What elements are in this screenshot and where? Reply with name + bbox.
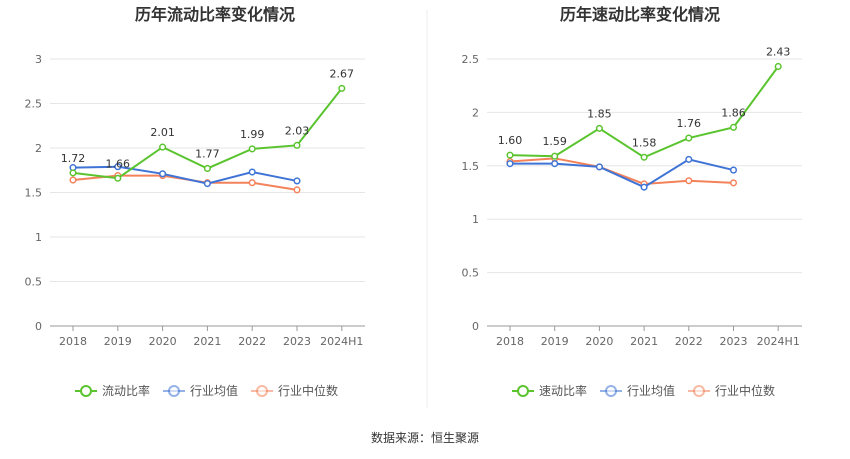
data-point <box>159 170 167 178</box>
y-tick-label: 1 <box>35 231 42 244</box>
legend-marker <box>80 385 92 397</box>
data-label: 2.01 <box>150 126 175 139</box>
data-point <box>338 84 346 92</box>
data-point <box>595 124 603 132</box>
y-tick-label: 1.5 <box>25 187 43 200</box>
legend-marker <box>168 385 180 397</box>
data-label: 1.77 <box>195 147 220 160</box>
data-point <box>685 155 693 163</box>
x-tick-label: 2020 <box>585 335 613 348</box>
x-tick-label: 2021 <box>630 335 658 348</box>
y-tick-label: 3 <box>35 53 42 66</box>
x-tick-label: 2024H1 <box>757 335 800 348</box>
x-tick-label: 2023 <box>720 335 748 348</box>
chart-1: 历年流动比率变化情况 0 0.5 1 1.5 2 2.5 3 2018 2019 2020 2021 2… <box>25 5 365 398</box>
data-label: 2.43 <box>766 45 791 58</box>
data-point <box>640 153 648 161</box>
series-line <box>510 158 734 189</box>
y-tick-label: 0 <box>35 320 42 333</box>
legend-label: 行业中位数 <box>278 383 338 398</box>
legend-label: 行业中位数 <box>715 383 775 398</box>
data-point <box>640 183 648 191</box>
legend-marker <box>517 385 529 397</box>
legend-item[interactable]: 行业中位数 <box>688 383 775 398</box>
x-tick-label: 2020 <box>149 335 177 348</box>
y-tick-label: 0.5 <box>462 267 480 280</box>
data-point <box>729 123 738 131</box>
data-label: 1.85 <box>587 107 612 120</box>
x-tick-label: 2024H1 <box>320 335 363 348</box>
chart-title: 历年速动比率变化情况 <box>560 5 720 24</box>
data-point <box>506 151 514 159</box>
series-line <box>72 165 298 185</box>
legend-item[interactable]: 速动比率 <box>512 383 587 398</box>
data-point <box>685 177 693 185</box>
data-label: 2.03 <box>285 124 310 137</box>
data-label: 1.60 <box>498 134 523 147</box>
data-point <box>551 152 559 160</box>
data-point <box>293 186 301 194</box>
y-tick-label: 0.5 <box>25 276 43 289</box>
x-tick-label: 2019 <box>104 335 132 348</box>
data-point <box>293 141 301 149</box>
y-tick-label: 2 <box>472 106 479 119</box>
x-tick-label: 2022 <box>675 335 703 348</box>
chart-2: 历年速动比率变化情况 0 0.5 1 1.5 2 2.5 2018 2019 2020 2021 20… <box>462 5 802 398</box>
data-point <box>729 166 738 174</box>
legend-item[interactable]: 流动比率 <box>75 383 150 398</box>
legend-marker <box>605 385 617 397</box>
legend-label: 速动比率 <box>539 383 587 398</box>
y-tick-label: 2 <box>35 142 42 155</box>
data-point <box>69 169 77 177</box>
data-label: 1.99 <box>240 128 265 141</box>
legend-label: 行业均值 <box>190 383 238 398</box>
data-label: 1.58 <box>632 136 657 149</box>
data-label: 2.67 <box>330 67 355 80</box>
legend-marker <box>256 385 268 397</box>
legend-marker <box>693 385 705 397</box>
legend-item[interactable]: 行业中位数 <box>251 383 338 398</box>
data-label: 1.66 <box>106 157 131 170</box>
series-line <box>509 157 734 185</box>
x-tick-label: 2018 <box>59 335 87 348</box>
data-point <box>774 62 782 71</box>
data-point <box>114 163 122 171</box>
data-label: 1.59 <box>542 135 567 148</box>
data-label: 1.86 <box>721 106 746 119</box>
x-tick-label: 2023 <box>283 335 311 348</box>
legend-item[interactable]: 行业均值 <box>600 383 675 398</box>
y-tick-label: 1.5 <box>462 160 480 173</box>
data-point <box>248 145 256 153</box>
data-point <box>293 177 301 185</box>
legend-item[interactable]: 行业均值 <box>163 383 238 398</box>
data-point <box>248 179 256 187</box>
y-tick-label: 1 <box>472 213 479 226</box>
y-tick-label: 0 <box>472 320 479 333</box>
x-tick-label: 2021 <box>193 335 221 348</box>
data-point <box>685 134 693 142</box>
legend-label: 流动比率 <box>102 383 150 398</box>
data-point <box>595 163 603 171</box>
x-tick-label: 2019 <box>541 335 569 348</box>
data-label: 1.76 <box>677 117 702 130</box>
x-tick-label: 2018 <box>496 335 524 348</box>
data-point <box>114 174 122 182</box>
data-label: 1.72 <box>61 152 86 165</box>
data-point <box>69 176 77 184</box>
x-tick-label: 2022 <box>238 335 266 348</box>
data-point <box>203 180 211 188</box>
data-point <box>248 168 256 176</box>
legend-label: 行业均值 <box>627 383 675 398</box>
data-point <box>203 164 211 173</box>
y-tick-label: 2.5 <box>462 53 480 66</box>
data-point <box>551 160 559 168</box>
data-point <box>729 179 738 187</box>
chart-title: 历年流动比率变化情况 <box>135 5 295 24</box>
data-point <box>159 143 167 151</box>
source-label: 数据来源：恒生聚源 <box>371 430 479 445</box>
y-tick-label: 2.5 <box>25 98 43 111</box>
data-point <box>506 160 514 168</box>
